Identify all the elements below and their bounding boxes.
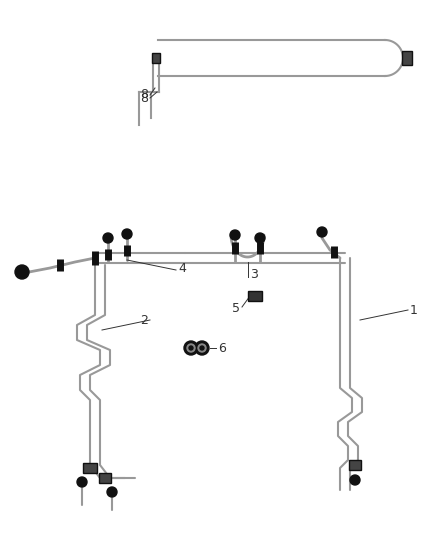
Circle shape: [103, 233, 113, 243]
Text: 2: 2: [140, 313, 148, 327]
Circle shape: [107, 487, 117, 497]
Text: 1: 1: [410, 303, 418, 317]
Circle shape: [187, 344, 195, 352]
Bar: [152, 53, 160, 63]
Text: 4: 4: [178, 262, 186, 274]
Circle shape: [122, 229, 132, 239]
Circle shape: [317, 227, 327, 237]
Circle shape: [195, 341, 209, 355]
Text: 3: 3: [250, 269, 258, 281]
Text: 6: 6: [218, 342, 226, 354]
Circle shape: [77, 477, 87, 487]
Circle shape: [198, 344, 206, 352]
Text: 8: 8: [140, 88, 148, 101]
Bar: [83, 463, 97, 473]
Bar: [349, 460, 361, 470]
Bar: [99, 473, 111, 483]
Circle shape: [255, 233, 265, 243]
Circle shape: [350, 475, 360, 485]
Text: 8: 8: [140, 92, 148, 104]
Circle shape: [230, 230, 240, 240]
Circle shape: [200, 346, 204, 350]
Text: 5: 5: [232, 302, 240, 314]
Circle shape: [15, 265, 29, 279]
Bar: [402, 51, 412, 65]
Circle shape: [184, 341, 198, 355]
Circle shape: [189, 346, 193, 350]
Bar: [248, 291, 262, 301]
